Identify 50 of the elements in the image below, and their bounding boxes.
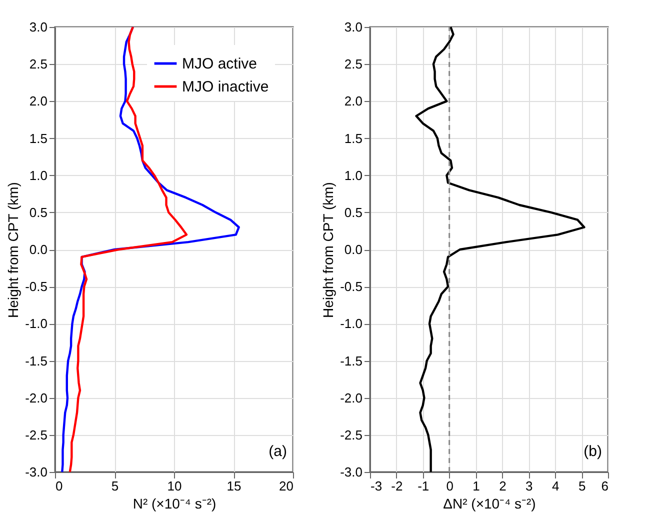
y-tick-label: 0.0: [344, 242, 362, 257]
y-tick-label: 2.0: [344, 94, 362, 109]
y-tick-label: -0.5: [25, 279, 48, 294]
x-tick-label: 4: [552, 478, 560, 494]
y-tick-label: 0.5: [344, 204, 362, 220]
y-tick-label: -2.0: [25, 390, 48, 406]
y-tick-label: -0.5: [340, 279, 362, 294]
x-tick-label: 0: [56, 478, 63, 494]
y-tick-label: -1.5: [340, 353, 362, 368]
y-tick-label: -3.0: [25, 464, 48, 480]
y-tick-label: 2.5: [29, 56, 48, 72]
y-tick-label: -1.0: [340, 316, 362, 332]
annotation: (b): [584, 443, 602, 460]
y-tick-label: 2.0: [29, 94, 48, 109]
y-tick-label: 1.0: [344, 168, 362, 183]
legend-label: MJO active: [182, 56, 258, 72]
x-tick-label: 10: [167, 478, 182, 494]
y-tick-label: 0.5: [29, 204, 48, 220]
annotation: (a): [268, 443, 287, 460]
x-tick-label: 1: [472, 478, 480, 494]
x-tick-label: 20: [279, 478, 294, 494]
y-tick-label: -1.0: [25, 316, 48, 332]
x-tick-label: 3: [526, 478, 533, 494]
y-tick-label: 1.5: [29, 130, 48, 146]
x-tick-label: -2: [391, 478, 403, 494]
y-tick-label: -2.0: [340, 390, 362, 406]
y-tick-label: 1.0: [29, 168, 48, 183]
x-tick-label: 6: [601, 478, 608, 494]
x-axis-title: N² (×10⁻⁴ s⁻²): [132, 496, 216, 512]
x-tick-label: -1: [418, 478, 430, 494]
x-tick-label: 15: [226, 478, 242, 494]
y-tick-label: 0.0: [29, 242, 48, 257]
y-axis-title: Height from CPT (km): [320, 182, 336, 318]
x-tick-label: 2: [499, 478, 506, 494]
y-tick-label: -3.0: [340, 464, 362, 480]
y-tick-label: 2.5: [344, 56, 362, 72]
y-tick-label: 3.0: [29, 20, 48, 34]
line-series: [415, 26, 586, 474]
legend-label: MJO inactive: [182, 78, 269, 96]
y-tick-label: -1.5: [25, 353, 48, 368]
x-tick-label: 0: [446, 478, 454, 494]
x-tick-label: 5: [578, 478, 586, 494]
x-tick-label: 5: [111, 478, 119, 494]
y-tick-label: -2.5: [340, 427, 362, 442]
x-axis-title: ΔN² (×10⁻⁴ s⁻²): [443, 496, 536, 512]
y-tick-label: 1.5: [344, 130, 362, 146]
y-tick-label: 3.0: [344, 20, 362, 34]
y-axis-title: Height from CPT (km): [5, 182, 22, 318]
y-tick-label: -2.5: [25, 427, 48, 442]
x-tick-label: -3: [370, 478, 382, 494]
